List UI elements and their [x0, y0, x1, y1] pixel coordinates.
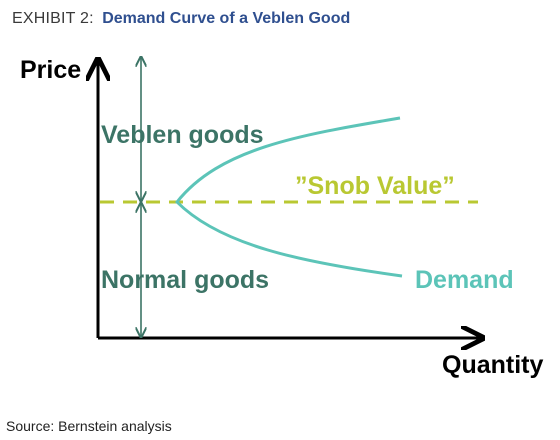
x-axis-label: Quantity [442, 351, 543, 379]
normal-goods-label: Normal goods [101, 266, 269, 294]
source-note: Source: Bernstein analysis [6, 418, 172, 434]
demand-label: Demand [415, 266, 514, 294]
exhibit-label: EXHIBIT 2: [12, 10, 94, 27]
exhibit-header: EXHIBIT 2: Demand Curve of a Veblen Good [12, 10, 350, 28]
y-axis-label: Price [20, 56, 81, 84]
demand-curve [174, 116, 403, 278]
veblen-goods-label: Veblen goods [101, 121, 264, 149]
exhibit-title: Demand Curve of a Veblen Good [102, 10, 351, 27]
snob-value-label: ”Snob Value” [295, 172, 455, 200]
